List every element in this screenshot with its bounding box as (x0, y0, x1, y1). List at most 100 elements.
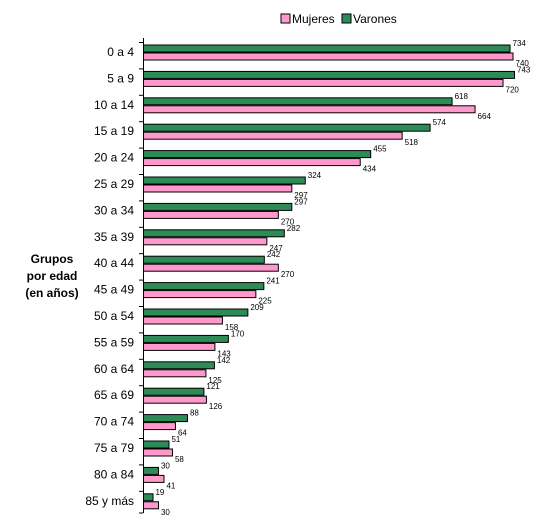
data-label-varones: 734 (513, 39, 527, 48)
data-label-varones: 242 (267, 250, 281, 259)
data-label-mujeres: 158 (225, 323, 239, 332)
data-label-mujeres: 740 (516, 59, 530, 68)
data-label-varones: 241 (266, 277, 280, 286)
category-label: 15 a 19 (94, 124, 134, 138)
data-label-mujeres: 30 (161, 508, 170, 517)
data-label-mujeres: 143 (217, 349, 231, 358)
data-label-varones: 88 (190, 409, 199, 418)
data-label-mujeres: 125 (208, 376, 222, 385)
data-label-mujeres: 225 (258, 297, 272, 306)
bar-varones (143, 466, 159, 475)
category-label: 60 a 64 (94, 362, 134, 376)
data-label-varones: 121 (206, 382, 220, 391)
legend-label-mujeres: Mujeres (292, 12, 335, 26)
data-label-varones: 19 (155, 488, 164, 497)
bar-mujeres (143, 158, 361, 167)
bar-mujeres (143, 474, 165, 483)
bar-mujeres (143, 237, 268, 246)
bar-mujeres (143, 105, 476, 114)
category-label: 5 a 9 (107, 71, 134, 85)
bar-varones (143, 361, 215, 370)
category-label: 70 a 74 (94, 415, 134, 429)
bar-mujeres (143, 422, 176, 431)
category-label: 25 a 29 (94, 177, 134, 191)
data-label-varones: 618 (455, 92, 469, 101)
bar-varones (143, 123, 431, 132)
data-label-varones: 170 (231, 329, 245, 338)
category-label: 65 a 69 (94, 388, 134, 402)
category-label: 45 a 49 (94, 283, 134, 297)
data-label-varones: 743 (517, 65, 531, 74)
bar-varones (143, 334, 229, 343)
data-label-mujeres: 41 (166, 481, 175, 490)
data-label-mujeres: 297 (294, 191, 308, 200)
y-axis-title: Grupos por edad (en años) (25, 252, 78, 300)
data-label-varones: 455 (373, 145, 387, 154)
bar-varones (143, 387, 205, 396)
bar-varones (143, 202, 293, 211)
bar-varones (143, 44, 511, 53)
category-label: 10 a 14 (94, 98, 134, 112)
bar-mujeres (143, 448, 173, 457)
bar-mujeres (143, 52, 514, 61)
bar-varones (143, 229, 285, 238)
data-label-mujeres: 434 (363, 165, 377, 174)
bar-mujeres (143, 210, 279, 219)
data-label-varones: 574 (433, 118, 447, 127)
legend-swatch-mujeres (280, 13, 291, 24)
category-label: 75 a 79 (94, 441, 134, 455)
data-label-mujeres: 58 (175, 455, 184, 464)
data-label-mujeres: 518 (405, 138, 419, 147)
data-label-mujeres: 247 (269, 244, 283, 253)
data-label-varones: 142 (217, 356, 231, 365)
bar-varones (143, 414, 188, 423)
category-label: 50 a 54 (94, 309, 134, 323)
bar-mujeres (143, 395, 207, 404)
bar-varones (143, 440, 170, 449)
y-axis-title-line-1: Grupos (31, 252, 74, 266)
category-label: 40 a 44 (94, 256, 134, 270)
bar-mujeres (143, 263, 279, 272)
data-label-mujeres: 270 (281, 270, 295, 279)
y-axis-title-line-2: por edad (27, 269, 78, 283)
data-label-mujeres: 664 (478, 112, 492, 121)
legend: Mujeres Varones (280, 12, 397, 26)
bar-varones (143, 493, 154, 502)
data-label-varones: 324 (308, 171, 322, 180)
data-label-mujeres: 64 (178, 429, 187, 438)
bar-mujeres (143, 316, 223, 325)
bar-mujeres (143, 131, 403, 140)
bar-mujeres (143, 369, 207, 378)
bar-varones (143, 308, 249, 317)
data-label-mujeres: 720 (506, 85, 520, 94)
category-label: 35 a 39 (94, 230, 134, 244)
bar-mujeres (143, 342, 216, 351)
data-label-varones: 297 (294, 197, 308, 206)
bar-mujeres (143, 501, 159, 510)
category-label: 85 y más (85, 494, 134, 508)
category-label: 0 a 4 (107, 45, 134, 59)
plot-area: 0 a 4 734 740 5 a 9 743 720 10 a 14 618 664 15 a … (85, 39, 531, 517)
bar-mujeres (143, 78, 504, 87)
legend-label-varones: Varones (353, 12, 397, 26)
category-label: 55 a 59 (94, 335, 134, 349)
bar-varones (143, 282, 265, 291)
bar-varones (143, 150, 372, 159)
bar-varones (143, 97, 453, 106)
data-label-varones: 209 (250, 303, 264, 312)
y-axis-title-line-3: (en años) (25, 286, 78, 300)
bar-mujeres (143, 290, 257, 299)
data-label-mujeres: 270 (281, 217, 295, 226)
bar-mujeres (143, 184, 293, 193)
data-label-varones: 51 (171, 435, 180, 444)
legend-swatch-varones (341, 13, 352, 24)
data-label-varones: 30 (161, 461, 170, 470)
category-label: 80 a 84 (94, 467, 134, 481)
data-label-mujeres: 126 (209, 402, 223, 411)
category-label: 20 a 24 (94, 151, 134, 165)
bar-varones (143, 176, 306, 185)
data-label-varones: 282 (287, 224, 301, 233)
bar-varones (143, 255, 265, 264)
bar-varones (143, 70, 515, 79)
